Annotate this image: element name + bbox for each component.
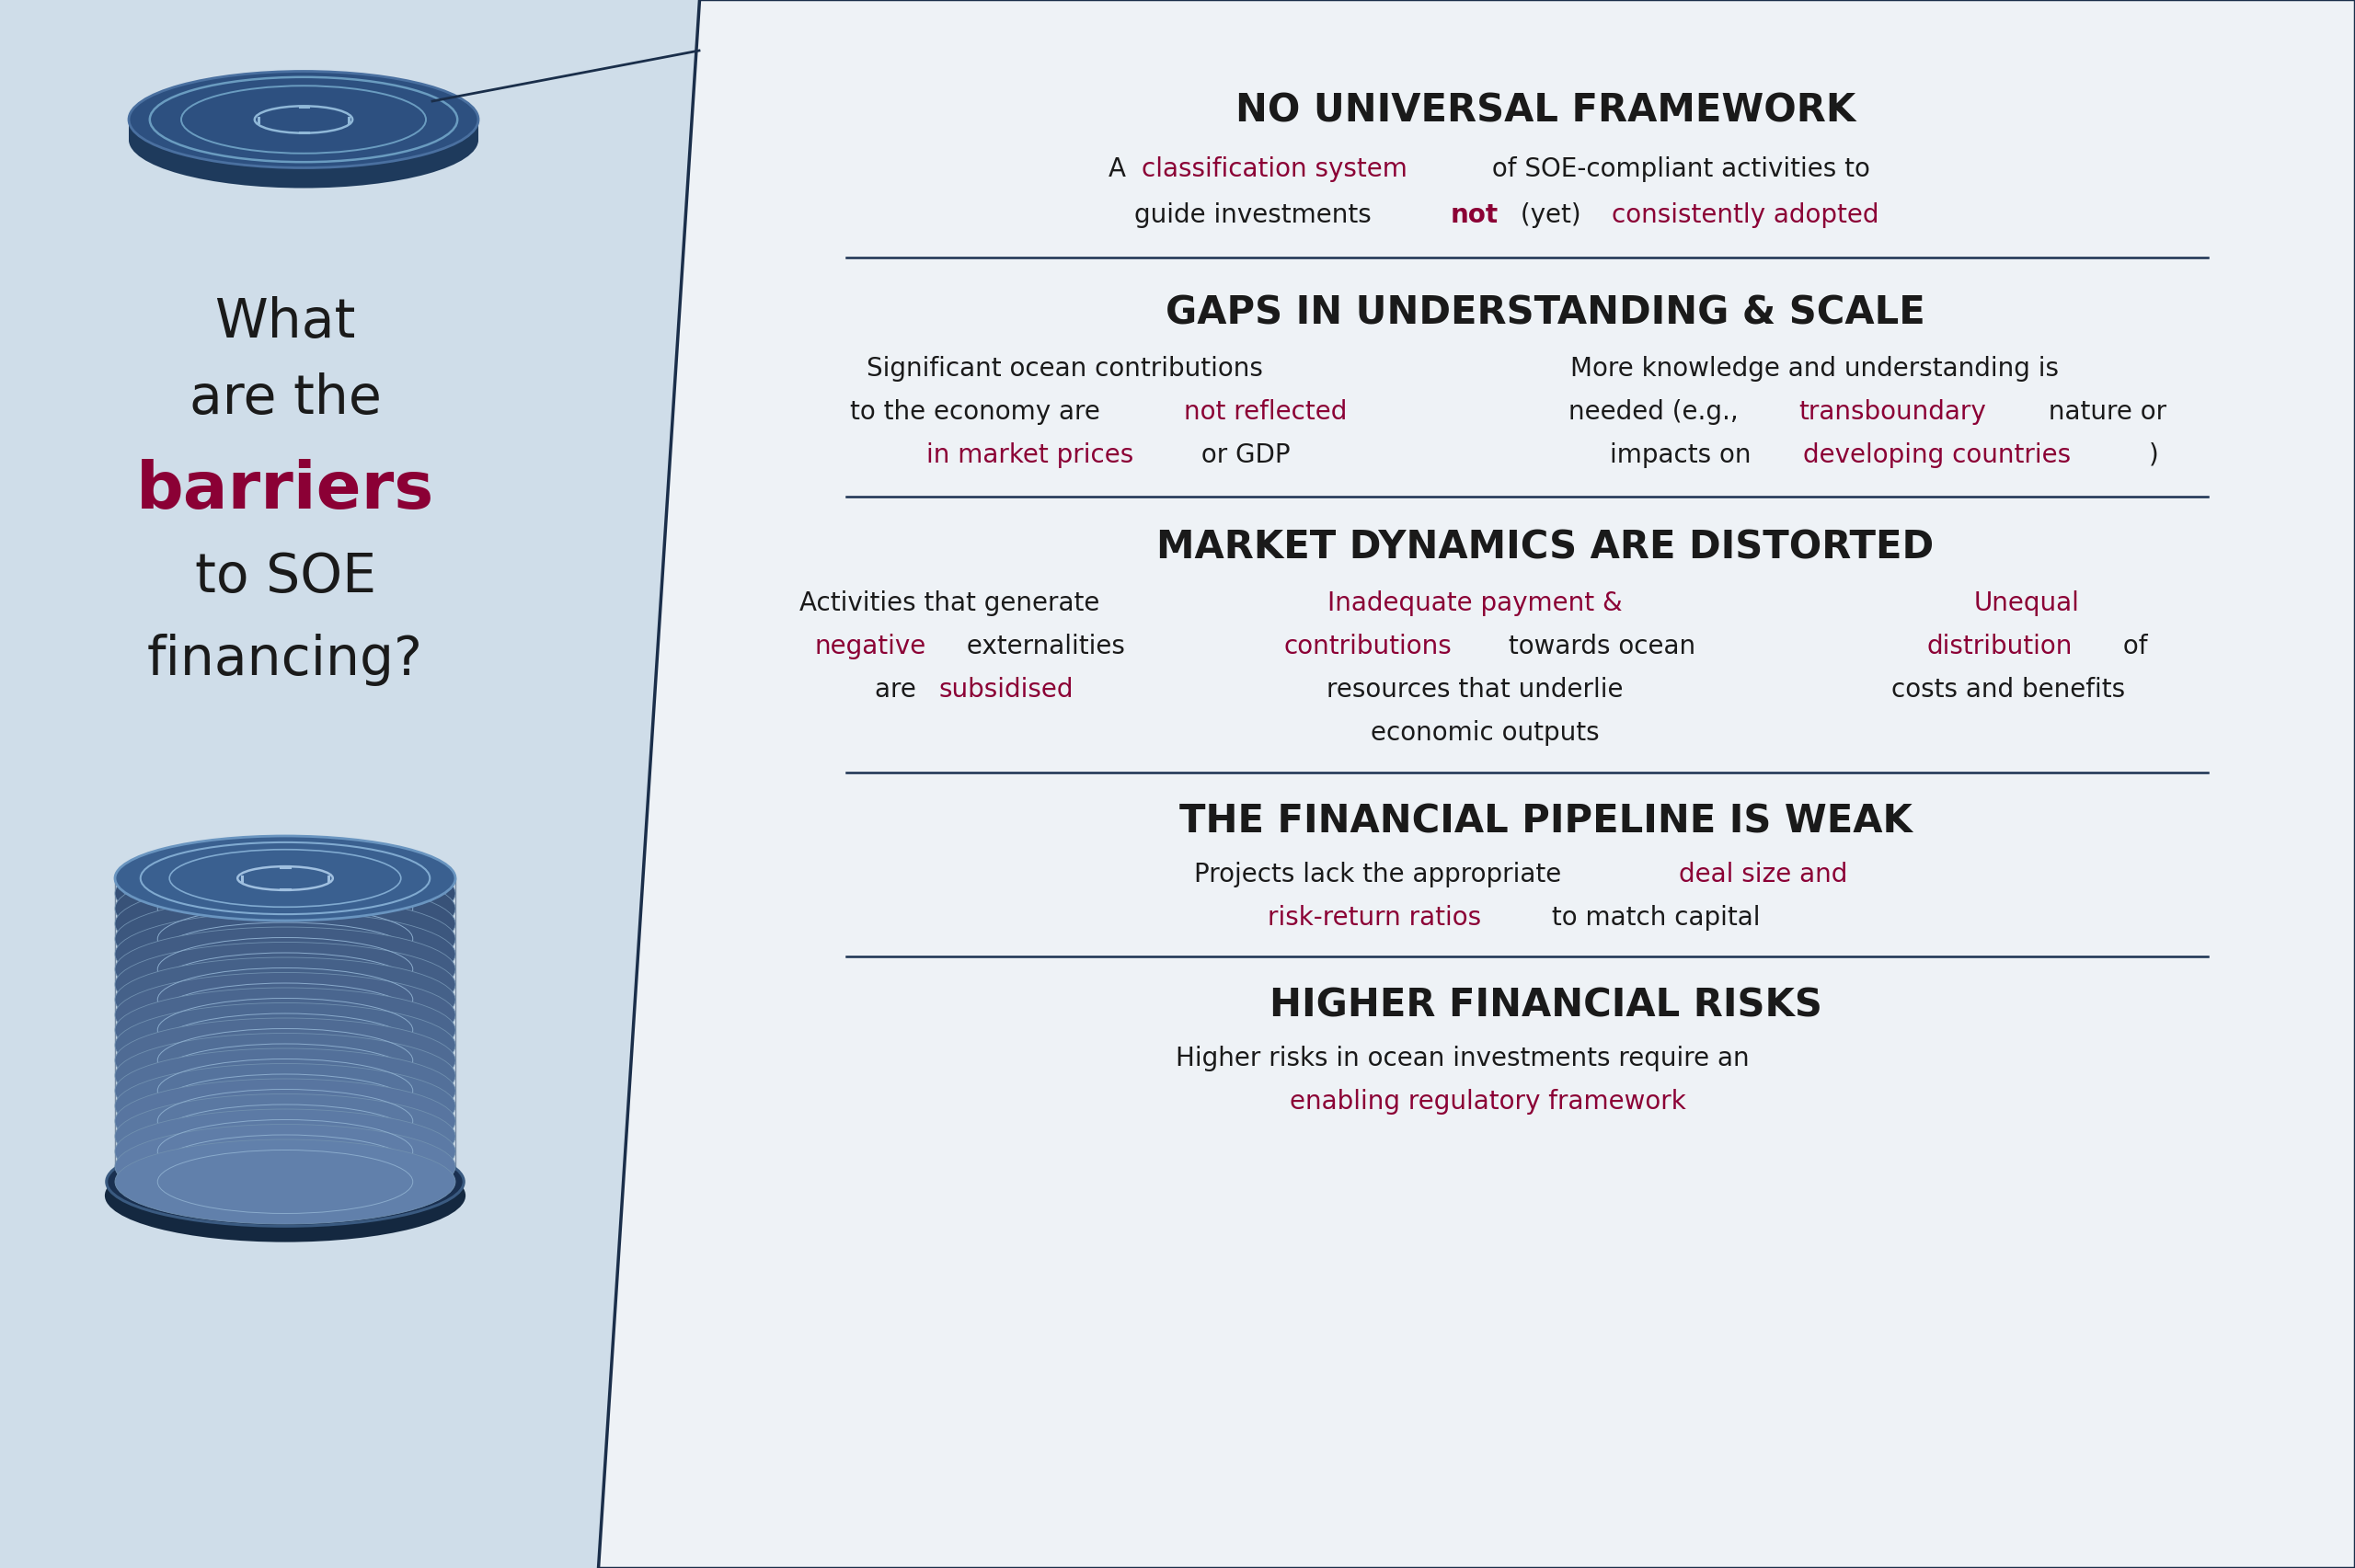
Ellipse shape [130,85,478,182]
Text: HIGHER FINANCIAL RISKS: HIGHER FINANCIAL RISKS [1269,986,1823,1025]
Text: barriers: barriers [137,459,433,522]
Ellipse shape [115,1063,455,1148]
Ellipse shape [115,988,455,1073]
Ellipse shape [130,82,478,177]
Text: Projects lack the appropriate: Projects lack the appropriate [1194,861,1571,887]
Ellipse shape [130,74,478,171]
Text: classification system: classification system [1142,157,1408,182]
Text: financing?: financing? [146,633,424,687]
Text: of: of [2115,633,2148,659]
Text: or GDP: or GDP [1194,442,1291,467]
Text: GAPS IN UNDERSTANDING & SCALE: GAPS IN UNDERSTANDING & SCALE [1166,295,1926,332]
Ellipse shape [115,1124,455,1209]
Text: guide investments: guide investments [1135,202,1380,227]
Ellipse shape [115,972,455,1057]
Ellipse shape [115,836,455,920]
Text: in market prices: in market prices [926,442,1133,467]
Text: deal size and: deal size and [1679,861,1849,887]
Text: to the economy are: to the economy are [850,398,1109,425]
Ellipse shape [115,851,455,936]
Ellipse shape [130,93,478,188]
Ellipse shape [130,75,478,172]
Ellipse shape [115,897,455,982]
Ellipse shape [130,80,478,176]
Text: not reflected: not reflected [1185,398,1347,425]
Text: economic outputs: economic outputs [1371,720,1599,745]
Ellipse shape [115,1033,455,1118]
Text: needed (e.g.,: needed (e.g., [1568,398,1747,425]
Text: costs and benefits: costs and benefits [1891,676,2124,702]
Text: MARKET DYNAMICS ARE DISTORTED: MARKET DYNAMICS ARE DISTORTED [1156,528,1933,568]
Ellipse shape [115,1049,455,1134]
Text: More knowledge and understanding is: More knowledge and understanding is [1571,356,2058,381]
Text: THE FINANCIAL PIPELINE IS WEAK: THE FINANCIAL PIPELINE IS WEAK [1180,803,1912,840]
Ellipse shape [130,83,478,180]
Text: enabling regulatory framework: enabling regulatory framework [1291,1088,1686,1113]
Ellipse shape [130,78,478,174]
Ellipse shape [115,836,455,920]
Text: of SOE-compliant activities to: of SOE-compliant activities to [1484,157,1870,182]
Text: are the: are the [188,373,382,425]
Text: Higher risks in ocean investments require an: Higher risks in ocean investments requir… [1175,1044,1750,1071]
Text: to match capital: to match capital [1543,905,1759,930]
Text: nature or: nature or [2039,398,2167,425]
Ellipse shape [104,1149,466,1242]
Ellipse shape [115,867,455,952]
Ellipse shape [115,1079,455,1163]
Ellipse shape [115,958,455,1043]
Ellipse shape [115,927,455,1011]
Ellipse shape [130,72,478,169]
Text: externalities: externalities [958,633,1126,659]
Text: impacts on: impacts on [1611,442,1759,467]
Text: contributions: contributions [1283,633,1451,659]
Polygon shape [598,0,2355,1568]
Text: resources that underlie: resources that underlie [1326,676,1623,702]
Ellipse shape [130,86,478,183]
Ellipse shape [115,881,455,966]
Ellipse shape [130,72,478,169]
Ellipse shape [115,1004,455,1088]
Text: are: are [874,676,923,702]
Ellipse shape [130,91,478,187]
Text: What: What [214,296,356,348]
Text: developing countries: developing countries [1804,442,2070,467]
Text: (yet): (yet) [1512,202,1590,227]
Ellipse shape [106,1137,464,1226]
Text: negative: negative [815,633,926,659]
Ellipse shape [115,1094,455,1179]
Ellipse shape [115,1110,455,1193]
Text: consistently adopted: consistently adopted [1611,202,1879,227]
Text: Unequal: Unequal [1973,590,2079,616]
Text: risk-return ratios: risk-return ratios [1267,905,1481,930]
Text: NO UNIVERSAL FRAMEWORK: NO UNIVERSAL FRAMEWORK [1236,93,1856,130]
Text: A: A [1109,157,1133,182]
Ellipse shape [115,913,455,997]
Text: subsidised: subsidised [940,676,1074,702]
Text: Significant ocean contributions: Significant ocean contributions [867,356,1262,381]
Text: distribution: distribution [1926,633,2072,659]
Text: Activities that generate: Activities that generate [801,590,1100,616]
Ellipse shape [115,942,455,1027]
Text: Inadequate payment &: Inadequate payment & [1328,590,1623,616]
Ellipse shape [115,1018,455,1102]
Ellipse shape [115,1140,455,1225]
Text: transboundary: transboundary [1799,398,1985,425]
Text: to SOE: to SOE [195,550,377,604]
Ellipse shape [130,89,478,185]
Text: towards ocean: towards ocean [1500,633,1696,659]
Text: ): ) [2148,442,2160,467]
Text: not: not [1451,202,1498,227]
